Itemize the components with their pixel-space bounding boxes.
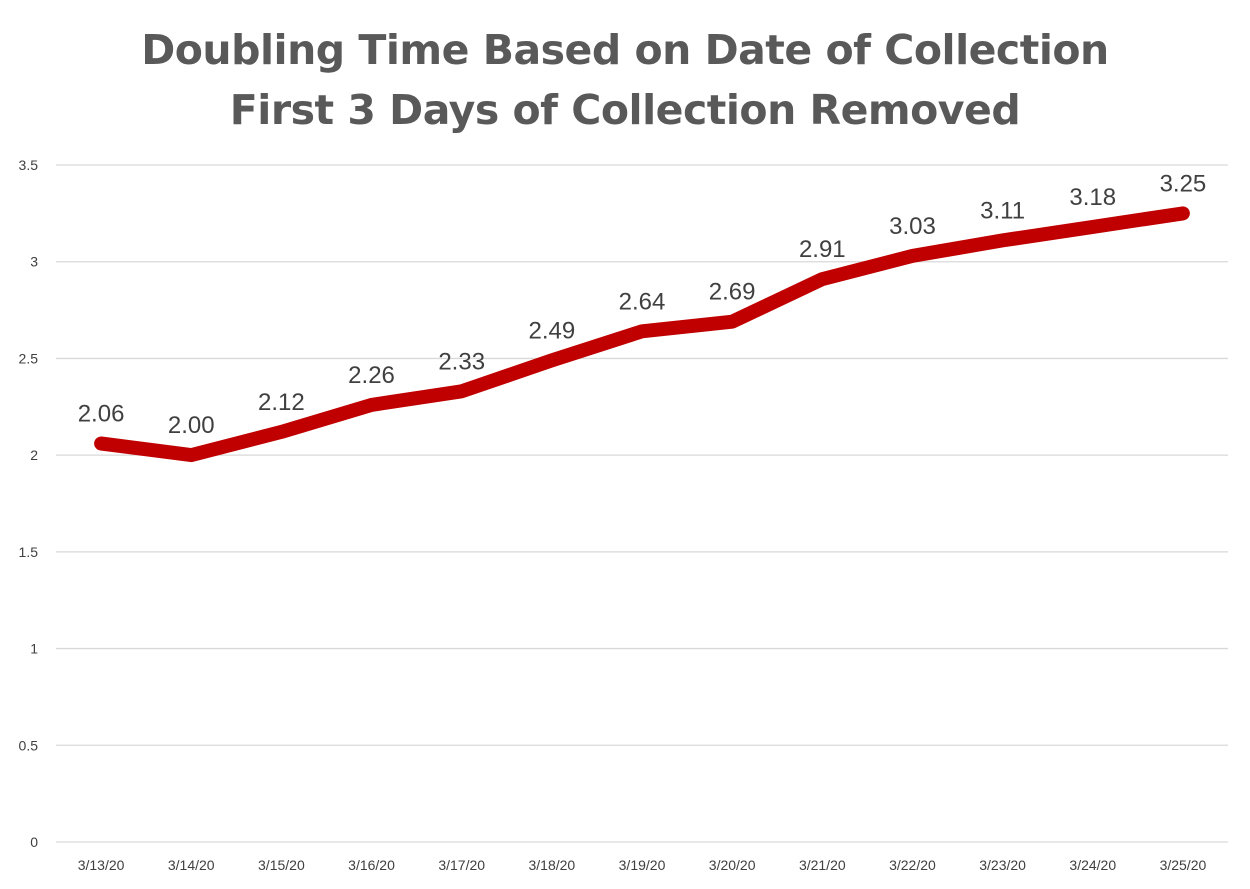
data-point [1000, 238, 1005, 243]
data-point [640, 329, 644, 334]
gridlines [56, 164, 1228, 843]
x-tick-label: 3/25/20 [1160, 857, 1207, 873]
y-tick-label: 1 [30, 641, 38, 657]
x-tick-label: 3/16/20 [348, 857, 395, 873]
y-tick-label: 0 [30, 834, 38, 850]
series-layer [94, 206, 1190, 463]
data-label: 2.91 [799, 236, 846, 263]
y-tick-label: 3.5 [19, 157, 39, 173]
data-label: 3.25 [1160, 170, 1207, 197]
data-point [189, 453, 194, 458]
data-label: 2.12 [258, 389, 305, 416]
data-label: 3.18 [1069, 184, 1116, 211]
x-tick-label: 3/13/20 [78, 857, 125, 873]
x-tick-label: 3/24/20 [1069, 857, 1116, 873]
x-tick-label: 3/22/20 [889, 857, 936, 873]
data-label: 2.00 [168, 412, 215, 439]
data-point [820, 277, 825, 282]
x-tick-label: 3/20/20 [709, 857, 756, 873]
data-point [279, 429, 284, 434]
series-line [94, 206, 1190, 463]
chart-title-line-2: First 3 Days of Collection Removed [229, 86, 1021, 134]
data-labels: 2.06 2.00 2.12 2.26 2.33 2.49 2.64 2.69 2.91 3.03… [78, 170, 1207, 439]
data-point [369, 402, 374, 407]
y-tick-label: 1.5 [19, 544, 39, 560]
data-point [1180, 211, 1185, 216]
data-label: 2.69 [709, 279, 756, 306]
data-point [549, 358, 554, 363]
y-axis-tick-labels: 0 0.5 1 1.5 2 2.5 3 3.5 [19, 157, 39, 850]
y-tick-label: 0.5 [19, 737, 39, 753]
x-tick-label: 3/14/20 [168, 857, 215, 873]
x-tick-label: 3/17/20 [438, 857, 485, 873]
x-tick-label: 3/19/20 [619, 857, 666, 873]
data-label: 3.11 [980, 197, 1025, 224]
data-point [910, 253, 915, 258]
y-tick-label: 2.5 [19, 350, 39, 366]
data-point [730, 319, 735, 324]
data-label: 2.64 [619, 288, 666, 315]
data-point [459, 389, 464, 394]
y-tick-label: 2 [30, 447, 38, 463]
y-tick-label: 3 [30, 254, 38, 270]
chart-title-line-1: Doubling Time Based on Date of Collectio… [141, 26, 1109, 74]
data-point [1090, 224, 1095, 229]
data-label: 3.03 [889, 213, 936, 240]
data-label: 2.49 [528, 317, 575, 344]
x-tick-label: 3/18/20 [528, 857, 575, 873]
x-tick-label: 3/15/20 [258, 857, 305, 873]
x-axis-tick-labels: 3/13/20 3/14/20 3/15/20 3/16/20 3/17/20 3/18/… [78, 857, 1207, 873]
x-tick-label: 3/23/20 [979, 857, 1026, 873]
x-tick-label: 3/21/20 [799, 857, 846, 873]
data-label: 2.06 [78, 401, 125, 428]
data-label: 2.26 [348, 362, 395, 389]
data-label: 2.33 [438, 348, 485, 375]
data-point [99, 441, 104, 446]
